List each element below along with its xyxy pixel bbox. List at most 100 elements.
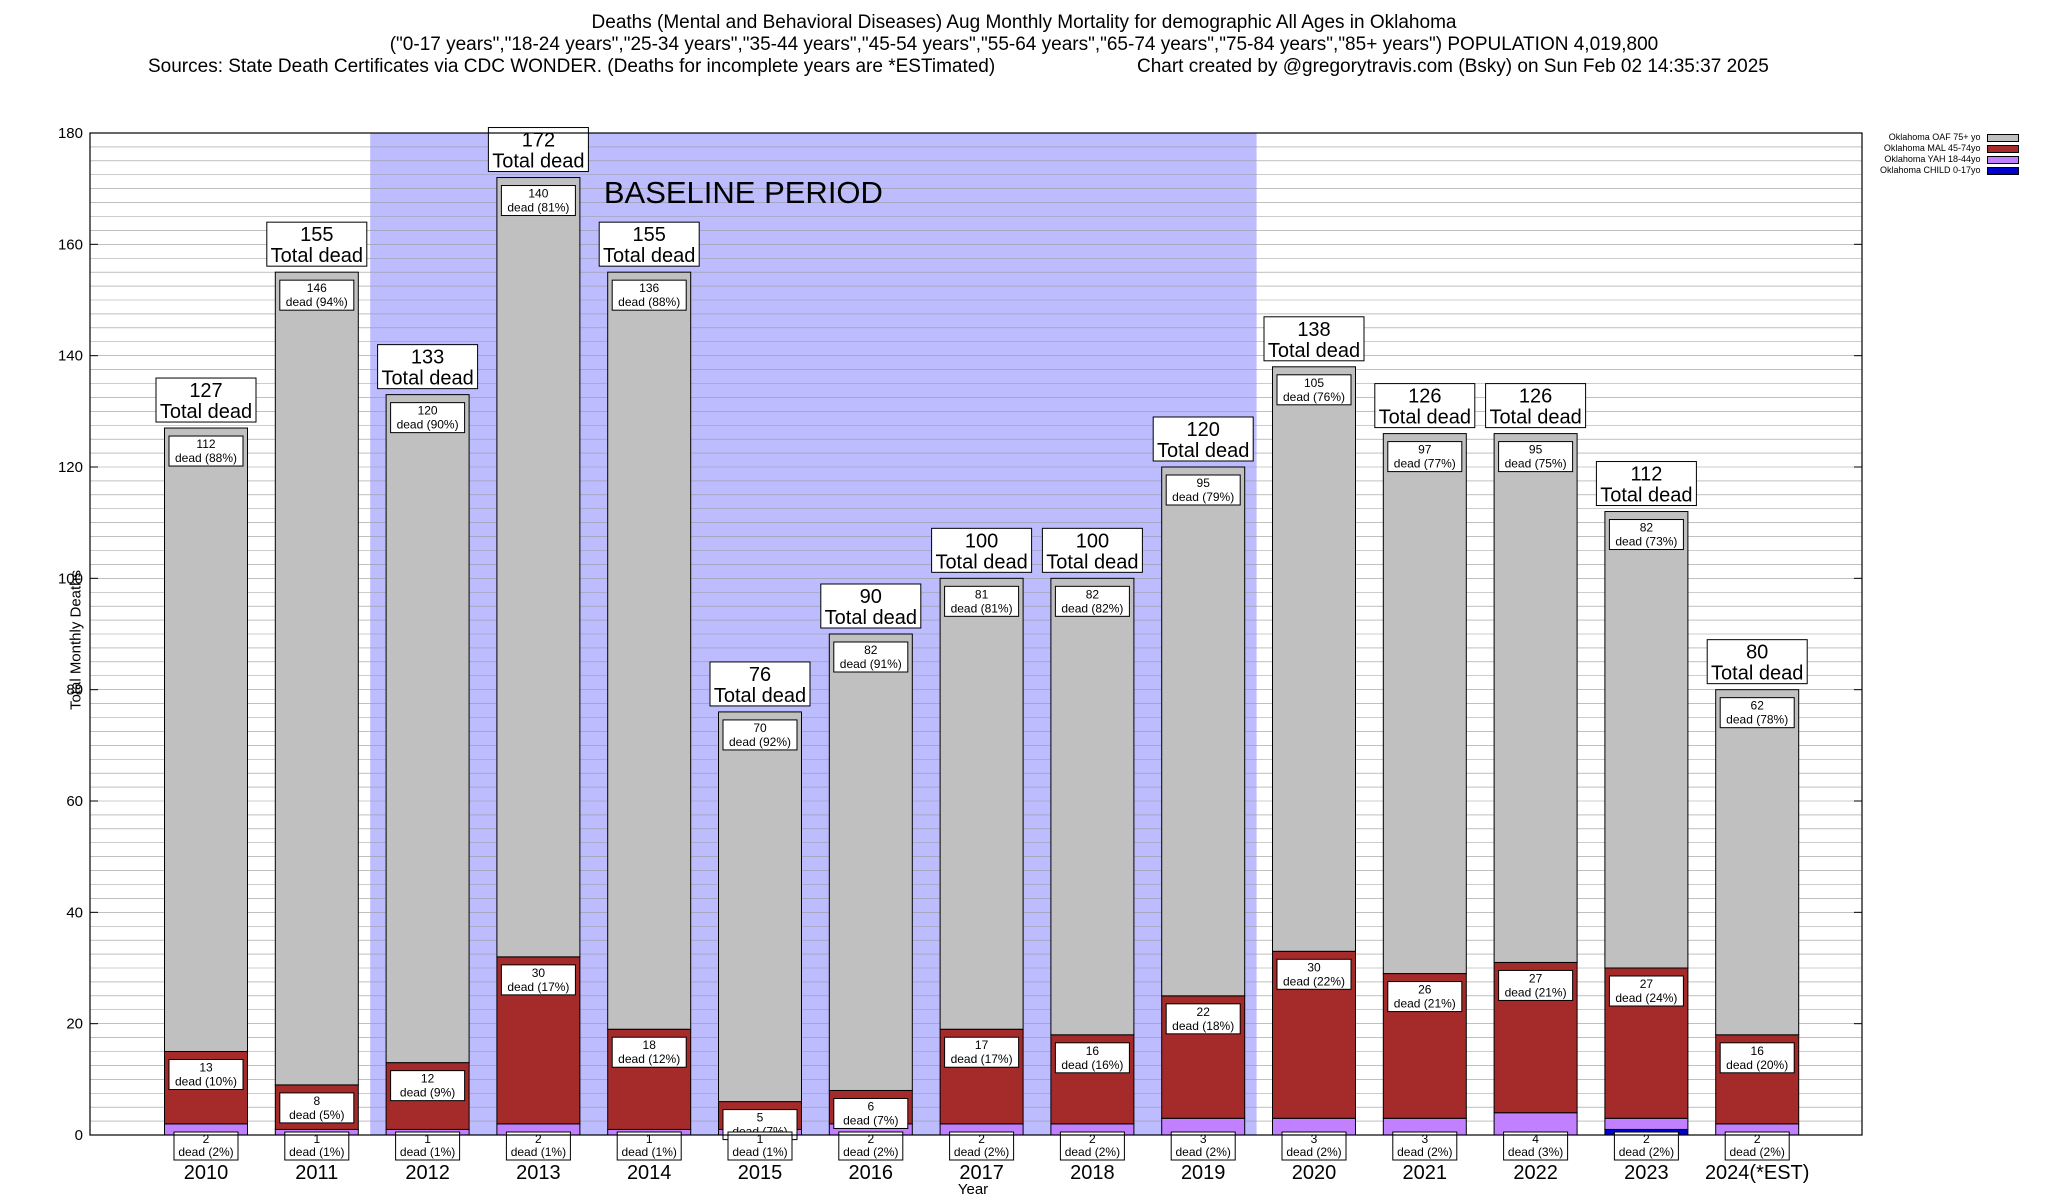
data-label-box: [944, 1036, 1020, 1068]
total-label-text: Total dead: [1268, 340, 1360, 362]
legend-label: Oklahoma YAH 18-44yo: [1884, 154, 1981, 164]
data-label-box: [168, 1059, 244, 1090]
y-tick-label: 160: [58, 236, 83, 253]
total-label-box: [1485, 383, 1587, 429]
title-line-3: Sources: State Death Certificates via CD…: [0, 56, 2048, 78]
total-label-box: [266, 221, 368, 267]
data-label-pct: dead (73%): [1615, 535, 1677, 549]
total-label-text: Total dead: [1046, 551, 1138, 573]
data-label-pct: dead (76%): [1283, 390, 1345, 404]
total-label-value: 76: [749, 664, 771, 686]
data-label-box: [833, 1097, 909, 1129]
data-label-pct: dead (77%): [1394, 457, 1456, 471]
total-label-text: Total dead: [271, 245, 363, 267]
data-label-pct: dead (10%): [175, 1075, 237, 1089]
total-label-text: Total dead: [1711, 663, 1803, 685]
data-label-box: [390, 402, 466, 434]
x-tick-label: 2010: [184, 1162, 229, 1184]
bar-segment: [1604, 511, 1689, 969]
x-tick-label: 2013: [516, 1162, 561, 1184]
data-label-pct: dead (16%): [1061, 1058, 1123, 1072]
data-label-value: 22: [1197, 1005, 1211, 1019]
total-label-text: Total dead: [603, 245, 695, 267]
data-label-box: [279, 279, 355, 311]
total-label-box: [377, 344, 479, 390]
total-label-value: 126: [1408, 386, 1441, 408]
y-tick-label: 40: [66, 904, 83, 921]
legend-item: Oklahoma YAH 18-44yo: [1880, 154, 2019, 165]
data-label-value: 1: [424, 1132, 431, 1146]
total-label-box: [1152, 416, 1254, 462]
data-label-box: [173, 1131, 239, 1161]
bar-segment: [1161, 466, 1246, 997]
data-label-box: [1165, 1003, 1241, 1035]
legend-swatch: [1986, 155, 2019, 164]
bar-segment: [1050, 577, 1135, 1036]
data-label-pct: dead (12%): [618, 1052, 680, 1066]
bar-segment: [274, 271, 359, 1086]
total-label-value: 100: [965, 530, 998, 552]
data-label-box: [949, 1131, 1015, 1161]
data-label-value: 8: [313, 1094, 320, 1108]
data-label-pct: dead (2%): [1397, 1145, 1452, 1159]
y-tick-label: 80: [66, 682, 83, 699]
bar-segment: [385, 394, 470, 1064]
data-label-value: 2: [1089, 1132, 1096, 1146]
data-label-value: 12: [421, 1072, 435, 1086]
data-label-value: 3: [1311, 1132, 1318, 1146]
data-label-pct: dead (78%): [1726, 713, 1788, 727]
data-label-pct: dead (9%): [400, 1086, 455, 1100]
bar-segment: [1382, 433, 1467, 975]
data-label-box: [1281, 1131, 1347, 1161]
data-label-pct: dead (1%): [511, 1145, 566, 1159]
x-tick-label: 2021: [1403, 1162, 1448, 1184]
data-label-value: 1: [646, 1132, 653, 1146]
total-label-box: [155, 377, 257, 423]
data-label-value: 2: [1643, 1132, 1650, 1146]
data-label-value: 30: [1307, 960, 1321, 974]
data-label-value: 70: [753, 721, 767, 735]
data-label-box: [1165, 474, 1241, 506]
data-label-box: [1276, 958, 1352, 990]
total-label-box: [1374, 383, 1476, 429]
total-label-text: Total dead: [1157, 440, 1249, 462]
data-label-box: [838, 1131, 904, 1161]
total-label-value: 120: [1187, 419, 1220, 441]
data-label-box: [1059, 1131, 1125, 1161]
data-label-value: 5: [757, 1111, 764, 1125]
data-label-value: 97: [1418, 443, 1432, 457]
data-label-box: [1719, 697, 1795, 729]
data-label-pct: dead (5%): [289, 1108, 344, 1122]
data-label-box: [1608, 519, 1684, 551]
data-label-value: 16: [1751, 1044, 1765, 1058]
y-tick-label: 100: [58, 570, 83, 587]
total-label-text: Total dead: [160, 401, 252, 423]
data-label-value: 3: [1421, 1132, 1428, 1146]
total-label-value: 100: [1076, 530, 1109, 552]
total-label-value: 126: [1519, 386, 1552, 408]
legend-label: Oklahoma CHILD 0-17yo: [1880, 165, 1981, 175]
data-label-value: 146: [307, 281, 327, 295]
data-label-box: [616, 1131, 682, 1161]
y-tick-label: 20: [66, 1016, 83, 1033]
bar-segment: [607, 271, 692, 1030]
data-label-value: 2: [1754, 1132, 1761, 1146]
data-label-box: [500, 185, 576, 217]
data-label-box: [611, 279, 687, 311]
bar-segment: [164, 427, 248, 1052]
sources-note: Sources: State Death Certificates via CD…: [148, 56, 996, 77]
data-label-pct: dead (90%): [397, 418, 459, 432]
data-label-pct: dead (2%): [954, 1145, 1009, 1159]
data-label-value: 105: [1304, 376, 1324, 390]
x-axis-title: Year: [957, 1181, 989, 1198]
data-label-value: 120: [418, 404, 438, 418]
data-label-value: 82: [864, 643, 878, 657]
data-label-box: [611, 1036, 687, 1068]
y-tick-label: 180: [58, 125, 83, 142]
data-label-pct: dead (2%): [1176, 1145, 1231, 1159]
total-label-value: 138: [1297, 319, 1330, 341]
total-label-text: Total dead: [1600, 485, 1692, 507]
data-label-pct: dead (2%): [1619, 1145, 1674, 1159]
x-tick-label: 2023: [1624, 1162, 1669, 1184]
